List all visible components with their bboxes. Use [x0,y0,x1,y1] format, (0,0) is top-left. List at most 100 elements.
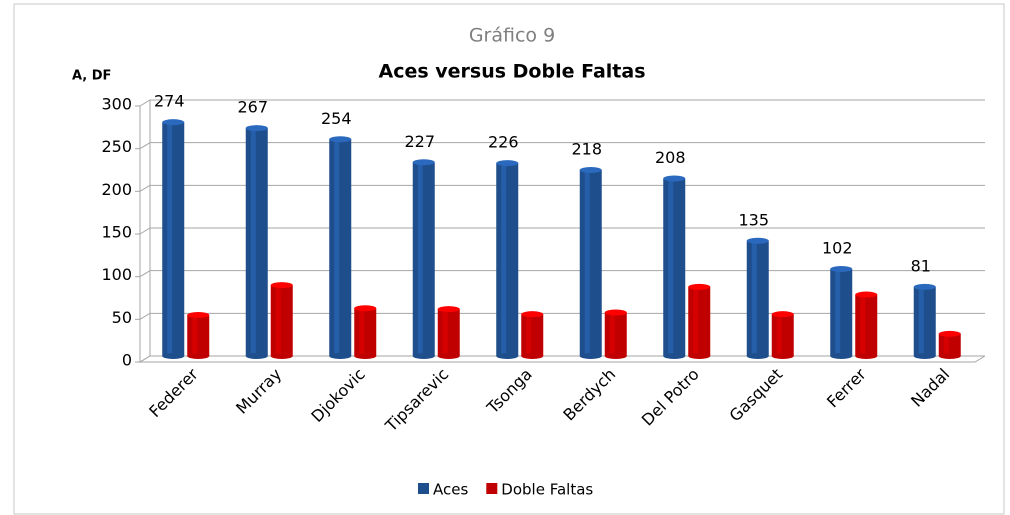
bar-base [771,353,794,359]
bar-cap [496,160,519,167]
bar-cap [771,311,794,318]
bar [245,128,268,356]
data-label: 208 [655,148,686,167]
bar-highlight [609,312,615,356]
data-label: 81 [911,256,931,275]
bar-base [688,353,711,359]
bar-highlight [835,268,841,356]
data-label: 267 [237,98,268,117]
bar-highlight [860,294,866,356]
bar-cap [746,237,769,244]
y-tick-label: 100 [101,265,132,284]
bar-cap [938,330,961,337]
y-tick-label: 200 [101,180,132,199]
chart-title: Gráfico 9 [469,25,555,47]
bar-cap [354,305,377,312]
legend-swatch [486,483,498,494]
floor [140,355,986,363]
y-tick-label: 300 [101,95,132,114]
grid-line [139,184,985,192]
bar-base [855,353,878,359]
bar-highlight [668,178,674,356]
bar-cap [663,175,686,182]
legend-label: Doble Faltas [501,481,593,499]
bar [688,286,711,356]
bar-highlight [943,333,949,356]
bar-base [604,353,627,359]
bar-cap [187,312,210,319]
bar-cap [270,282,293,289]
bar [604,312,627,356]
bar [496,163,519,356]
bar-highlight [526,314,532,356]
legend-swatch [418,483,429,494]
y-tick-label: 0 [122,351,132,370]
bar-cap [855,291,878,298]
bar-cap [437,306,460,313]
bar-cap [830,265,853,272]
bar-highlight [192,315,198,356]
bar-cap [412,159,435,166]
bar-cap [245,125,268,132]
bar [354,308,377,356]
bar [663,178,686,356]
bar [913,286,936,356]
grid-line [139,227,985,235]
bar-highlight [359,308,365,356]
bar-cap [329,136,352,143]
bar-highlight [250,128,256,356]
bar [855,294,878,356]
bar-base [245,353,268,359]
bar-base [663,353,686,359]
bar-base [521,353,544,359]
bar-highlight [751,240,757,356]
bar-base [412,353,435,359]
bar [830,268,853,356]
bar [187,315,210,356]
bar-highlight [442,309,448,356]
data-label: 254 [321,109,352,128]
bar [329,139,352,356]
y-tick-label: 50 [112,308,132,327]
bar [746,240,769,356]
bar [771,314,794,356]
data-label: 274 [154,92,185,111]
bar-base [496,353,519,359]
bar-cap [913,283,936,290]
bar-cap [688,283,711,290]
bar-highlight [584,169,590,356]
bar-highlight [275,285,281,356]
data-label: 227 [404,132,435,151]
y-tick-label: 250 [101,137,132,156]
bar [521,314,544,356]
bar [270,285,293,356]
bar-cap [521,311,544,318]
bar-base [187,353,210,359]
data-label: 102 [822,238,853,257]
bar-base [329,353,352,359]
bar-highlight [918,286,924,356]
grid-line [139,142,985,150]
data-label: 135 [738,210,769,229]
bar-highlight [501,163,507,356]
bar [437,309,460,356]
bar-highlight [417,162,423,356]
bar-highlight [776,314,782,356]
grid-line [139,99,985,107]
bar-base [579,353,602,359]
bar-base [437,353,460,359]
grid-line [139,270,985,278]
bar-cap [579,166,602,173]
bar-cap [162,119,185,126]
bar-cap [604,309,627,316]
chart-subtitle: Aces versus Doble Faltas [378,61,645,83]
bar-base [354,353,377,359]
bar-highlight [334,139,340,356]
bar-base [162,353,185,359]
bar-base [938,353,961,359]
bar-highlight [167,122,173,356]
bar-base [830,353,853,359]
y-axis-label: A, DF [72,69,111,84]
legend-label: Aces [433,481,468,499]
